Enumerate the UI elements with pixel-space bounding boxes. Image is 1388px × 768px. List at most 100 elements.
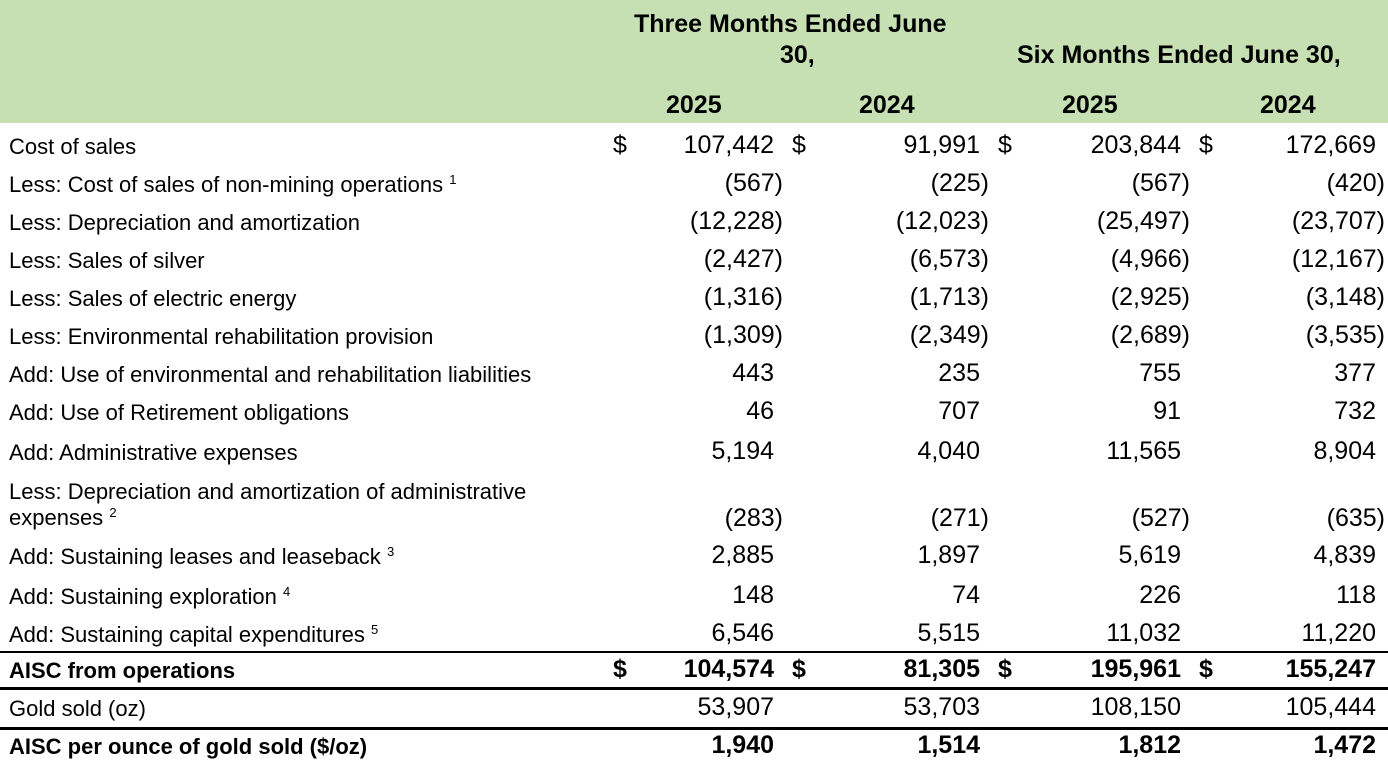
row-label: Gold sold (oz) <box>9 696 146 721</box>
currency-symbol: $ <box>613 131 627 159</box>
cell-value: 148 <box>732 581 774 609</box>
table-row: Add: Administrative expenses 5,194 4,040 11… <box>0 436 1388 474</box>
six-months-heading: Six Months Ended June 30, <box>1017 41 1341 69</box>
row-label: Less: Depreciation and amortization of a… <box>9 479 527 504</box>
row-label: Cost of sales <box>9 134 137 159</box>
cell-value: (1,309) <box>703 321 783 349</box>
currency-symbol: $ <box>998 655 1012 683</box>
cell-value: 5,194 <box>711 437 774 465</box>
row-label: AISC per ounce of gold sold ($/oz) <box>9 734 368 759</box>
row-label: Add: Use of environmental and rehabilita… <box>9 362 532 387</box>
row-label: Add: Sustaining capital expenditures 5 <box>9 622 379 647</box>
table-row: Cost of sales $ $ $ $107,442 91,991 203,844 172… <box>0 130 1388 168</box>
cell-value: (2,689) <box>1110 321 1190 349</box>
cell-value: (12,023) <box>895 207 989 235</box>
table-row: Add: Use of Retirement obligations 46 707 9… <box>0 396 1388 434</box>
cell-value: (12,228) <box>689 207 783 235</box>
cell-value: 53,703 <box>903 693 980 721</box>
total-rule-top <box>0 651 1388 653</box>
table-row: Add: Use of environmental and rehabilita… <box>0 358 1388 396</box>
cell-value: 11,565 <box>1106 437 1181 465</box>
cell-value: 8,904 <box>1313 437 1376 465</box>
cell-value: 6,546 <box>711 619 774 647</box>
currency-symbol: $ <box>792 655 806 683</box>
cell-value: (225) <box>930 169 989 197</box>
cell-value: (6,573) <box>909 245 989 273</box>
table-row: Gold sold (oz) 53,907 53,703 108,150 105,444 <box>0 692 1388 730</box>
row-label: Less: Cost of sales of non-mining operat… <box>9 172 457 197</box>
table-row: AISC from operations $ $ $ $104,574 81,305 195… <box>0 654 1388 692</box>
cell-value: (1,316) <box>703 283 783 311</box>
cell-value: (2,349) <box>909 321 989 349</box>
cell-value: 11,032 <box>1106 619 1181 647</box>
cell-value: 104,574 <box>683 655 774 683</box>
cell-value: (567) <box>1131 169 1190 197</box>
currency-symbol: $ <box>998 131 1012 159</box>
row-label: Less: Sales of electric energy <box>9 286 297 311</box>
footnote-marker: 1 <box>449 172 457 187</box>
table-row: Less: Cost of sales of non-mining operat… <box>0 168 1388 206</box>
cell-value: (23,707) <box>1291 207 1385 235</box>
cell-value: 732 <box>1334 397 1376 425</box>
three-months-heading: Three Months Ended June <box>634 10 947 38</box>
cell-value: (25,497) <box>1096 207 1190 235</box>
cell-value: 155,247 <box>1285 655 1376 683</box>
table-row: Add: Sustaining capital expenditures 5 6,… <box>0 618 1388 656</box>
footnote-marker: 4 <box>282 584 291 599</box>
cell-value: 108,150 <box>1090 693 1181 721</box>
table-header: Three Months Ended June 30, Six Months E… <box>0 0 1388 123</box>
per-ounce-rule <box>0 727 1388 730</box>
cell-value: 1,514 <box>917 731 980 759</box>
cell-value: 1,472 <box>1313 731 1376 759</box>
currency-symbol: $ <box>613 655 627 683</box>
table-row: Less: Sales of silver (2,427) (6,573) (4,96… <box>0 244 1388 282</box>
cell-value: 5,515 <box>917 619 980 647</box>
cell-value: 1,897 <box>917 541 980 569</box>
cell-value: 46 <box>746 397 774 425</box>
cell-value: (1,713) <box>909 283 989 311</box>
three-months-heading-cont: 30, <box>780 41 815 69</box>
cell-value: (12,167) <box>1291 245 1385 273</box>
cell-value: 235 <box>938 359 980 387</box>
table-row: Add: Sustaining exploration 4 148 74 226 118 <box>0 580 1388 618</box>
cell-value: 53,907 <box>697 693 774 721</box>
cell-value: 2,885 <box>711 541 774 569</box>
cell-value: 5,619 <box>1118 541 1181 569</box>
cell-value: (283) <box>724 504 783 532</box>
cell-value: 172,669 <box>1285 131 1376 159</box>
cell-value: (2,925) <box>1110 283 1190 311</box>
cell-value: 4,839 <box>1313 541 1376 569</box>
cell-value: (271) <box>930 504 989 532</box>
cell-value: (527) <box>1131 504 1190 532</box>
table-row: Less: Depreciation and amortization of a… <box>0 476 1388 540</box>
cell-value: (420) <box>1326 169 1385 197</box>
cell-value: 226 <box>1139 581 1181 609</box>
cell-value: 707 <box>938 397 980 425</box>
year-col-3: 2025 <box>1062 91 1118 119</box>
currency-symbol: $ <box>1199 131 1213 159</box>
row-label: Less: Environmental rehabilitation provi… <box>9 324 434 349</box>
cell-value: (635) <box>1326 504 1385 532</box>
cell-value: (2,427) <box>703 245 783 273</box>
cell-value: (3,148) <box>1305 283 1385 311</box>
currency-symbol: $ <box>792 131 806 159</box>
table-row: Add: Sustaining leases and leaseback 3 2,… <box>0 540 1388 578</box>
row-label: Add: Sustaining leases and leaseback 3 <box>9 544 395 569</box>
cell-value: (567) <box>724 169 783 197</box>
cell-value: 4,040 <box>917 437 980 465</box>
cell-value: 105,444 <box>1285 693 1376 721</box>
cell-value: 203,844 <box>1090 131 1181 159</box>
cell-value: 118 <box>1336 581 1376 609</box>
row-label-cont: expenses 2 <box>9 505 117 530</box>
year-col-2: 2024 <box>859 91 915 119</box>
footnote-marker: 5 <box>371 622 379 637</box>
cell-value: 91,991 <box>903 131 980 159</box>
cell-value: 91 <box>1153 397 1181 425</box>
row-label: Less: Depreciation and amortization <box>9 210 360 235</box>
cell-value: 443 <box>732 359 774 387</box>
footnote-marker: 2 <box>109 505 117 520</box>
table-row: Less: Depreciation and amortization (12,2… <box>0 206 1388 244</box>
cell-value: 755 <box>1139 359 1181 387</box>
row-label: Less: Sales of silver <box>9 248 205 273</box>
